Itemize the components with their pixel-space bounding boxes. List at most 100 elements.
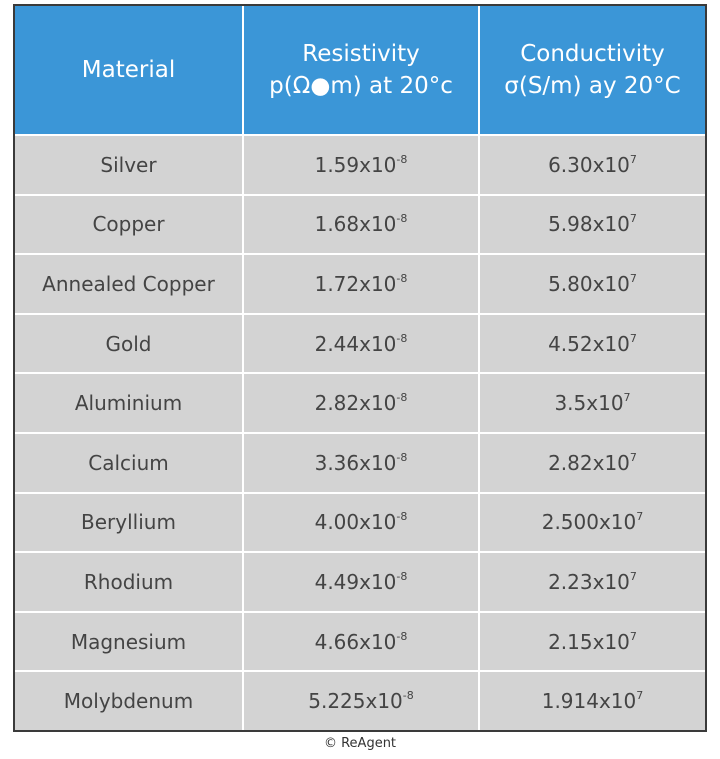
cell-mantissa: 2.44x10 [314,331,397,356]
cell-mantissa: 2.500x10 [541,510,637,535]
table-cell: Molybdenum [15,670,244,730]
header-text: p(Ω●m) at 20°c [269,73,453,99]
table-cell: 5.98x107 [478,193,705,256]
table-cell: Annealed Copper [15,253,244,315]
table-row: Calcium 3.36x10-8 2.82x107 [15,431,705,494]
cell-exponent: -8 [396,152,408,166]
cell-exponent: -8 [402,689,414,703]
cell-exponent: -8 [396,212,408,226]
cell-mantissa: 1.72x10 [314,271,397,296]
cell-exponent: 7 [629,271,637,285]
table-frame: Material Resistivity p(Ω●m) at 20°c Conduct… [13,4,707,732]
table-cell: 3.36x10-8 [242,431,480,494]
table-body: Silver 1.59x10-8 6.30x107 Copper 1.68x10-8 5.… [15,134,705,730]
table-cell: 5.225x10-8 [242,670,480,730]
cell-mantissa: 1.914x10 [541,689,637,714]
table-cell: Gold [15,312,244,375]
table-row: Copper 1.68x10-8 5.98x107 [15,193,705,256]
cell-mantissa: 2.15x10 [548,629,630,654]
table-cell: 1.72x10-8 [242,253,480,315]
cell-mantissa: 5.80x10 [548,271,630,296]
cell-mantissa: 4.00x10 [314,510,397,535]
cell-exponent: -8 [396,450,408,464]
cell-mantissa: 3.36x10 [314,450,397,475]
cell-mantissa: 2.82x10 [548,450,630,475]
table-cell: 2.82x10-8 [242,372,480,434]
table-cell: 1.914x107 [478,670,705,730]
cell-text: Rhodium [83,569,174,594]
footer: © ReAgent [323,736,397,751]
header-text: Material [81,57,176,83]
cell-exponent: -8 [396,271,408,285]
table-cell: 5.80x107 [478,253,705,315]
cell-text: Magnesium [70,629,187,654]
header-text: σ(S/m) ay 20°C [504,73,681,99]
cell-exponent: 7 [629,569,637,583]
header-cell: Resistivity p(Ω●m) at 20°c [242,6,480,136]
cell-text: Copper [92,212,165,237]
table-cell: 2.23x107 [478,551,705,613]
header-cell: Material [15,6,244,136]
table-cell: Copper [15,193,244,256]
table-row: Molybdenum 5.225x10-8 1.914x107 [15,670,705,730]
table-row: Rhodium 4.49x10-8 2.23x107 [15,551,705,613]
table-cell: 2.500x107 [478,491,705,554]
cell-mantissa: 5.98x10 [548,212,630,237]
table-cell: Aluminium [15,372,244,434]
table-cell: Silver [15,134,244,196]
table-cell: 1.68x10-8 [242,193,480,256]
cell-text: Aluminium [74,391,183,416]
table-row: Silver 1.59x10-8 6.30x107 [15,134,705,196]
cell-text: Silver [100,152,157,177]
table-cell: 3.5x107 [478,372,705,434]
table-cell: Magnesium [15,610,244,673]
table-row: Aluminium 2.82x10-8 3.5x107 [15,372,705,434]
table-row: Gold 2.44x10-8 4.52x107 [15,312,705,375]
header-cell: Conductivity σ(S/m) ay 20°C [478,6,705,136]
cell-text: Calcium [88,450,169,475]
cell-mantissa: 1.59x10 [314,152,397,177]
table-cell: 4.00x10-8 [242,491,480,554]
cell-mantissa: 4.49x10 [314,569,397,594]
cell-mantissa: 6.30x10 [548,152,630,177]
cell-mantissa: 1.68x10 [314,212,397,237]
header-text: Resistivity [302,41,420,67]
cell-exponent: 7 [623,391,631,405]
cell-exponent: 7 [629,450,637,464]
header-text: Conductivity [520,41,665,67]
cell-text: Beryllium [81,510,176,535]
cell-exponent: -8 [396,629,408,643]
table: Material Resistivity p(Ω●m) at 20°c Conduct… [15,6,705,730]
table-row: Beryllium 4.00x10-8 2.500x107 [15,491,705,554]
cell-exponent: 7 [629,212,637,226]
cell-text: Molybdenum [63,689,194,714]
cell-text: Gold [105,331,152,356]
cell-mantissa: 3.5x10 [554,391,624,416]
table-cell: 4.52x107 [478,312,705,375]
cell-exponent: 7 [629,629,637,643]
cell-mantissa: 4.66x10 [314,629,397,654]
table-cell: 4.66x10-8 [242,610,480,673]
table-cell: 1.59x10-8 [242,134,480,196]
table-cell: Rhodium [15,551,244,613]
cell-exponent: 7 [629,152,637,166]
cell-exponent: 7 [636,510,644,524]
cell-exponent: 7 [629,331,637,345]
table-cell: 2.15x107 [478,610,705,673]
cell-exponent: -8 [396,510,408,524]
header-row: Material Resistivity p(Ω●m) at 20°c Conduct… [15,6,705,136]
table-cell: 6.30x107 [478,134,705,196]
table-cell: 4.49x10-8 [242,551,480,613]
cell-exponent: 7 [636,689,644,703]
table-cell: Beryllium [15,491,244,554]
table-row: Annealed Copper 1.72x10-8 5.80x107 [15,253,705,315]
cell-exponent: -8 [396,569,408,583]
cell-mantissa: 5.225x10 [308,689,403,714]
table-row: Magnesium 4.66x10-8 2.15x107 [15,610,705,673]
table-cell: Calcium [15,431,244,494]
cell-text: Annealed Copper [42,271,215,296]
cell-mantissa: 2.82x10 [314,391,397,416]
cell-mantissa: 4.52x10 [548,331,630,356]
table-cell: 2.82x107 [478,431,705,494]
cell-mantissa: 2.23x10 [548,569,630,594]
